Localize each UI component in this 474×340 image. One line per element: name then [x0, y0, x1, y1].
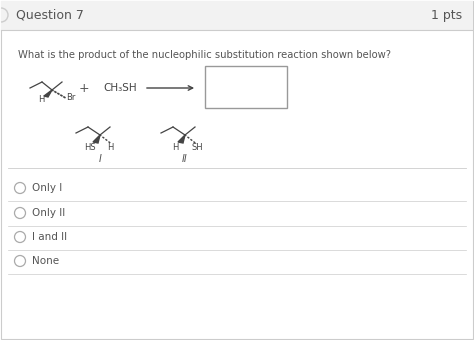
Polygon shape	[178, 135, 185, 143]
Text: What is the product of the nucleophilic substitution reaction shown below?: What is the product of the nucleophilic …	[18, 50, 391, 60]
Polygon shape	[44, 90, 52, 97]
Text: None: None	[32, 256, 59, 266]
Text: Br: Br	[66, 92, 75, 102]
Text: CH₃SH: CH₃SH	[103, 83, 137, 93]
Text: Only I: Only I	[32, 183, 62, 193]
Text: Question 7: Question 7	[16, 8, 84, 21]
Text: +: +	[79, 82, 89, 95]
Polygon shape	[93, 135, 100, 143]
Text: SH: SH	[191, 142, 203, 152]
Text: HS: HS	[84, 143, 96, 153]
Text: H: H	[172, 143, 178, 153]
Text: II: II	[182, 154, 188, 164]
Text: I: I	[99, 154, 101, 164]
Bar	[1, 1, 473, 30]
Text: I and II: I and II	[32, 232, 67, 242]
Bar	[205, 66, 287, 108]
Text: 1 pts: 1 pts	[431, 8, 462, 21]
Text: H: H	[107, 142, 113, 152]
Text: H: H	[38, 96, 44, 104]
Text: Only II: Only II	[32, 208, 65, 218]
